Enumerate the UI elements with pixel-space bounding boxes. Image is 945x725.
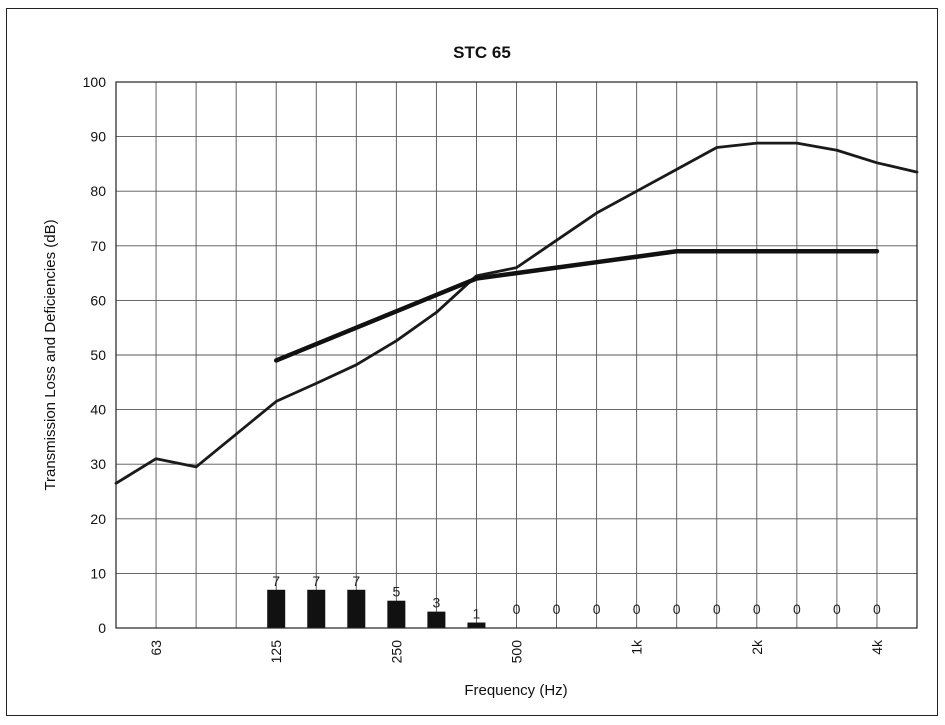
deficiency-label: 0 [673,601,681,617]
y-axis-label: Transmission Loss and Deficiencies (dB) [42,219,59,490]
plot-border [115,81,918,629]
deficiency-bar [267,589,286,628]
x-tick-labels: 63 125 250 500 1k 2k 4k [148,639,885,663]
y-tick-label: 90 [90,129,106,145]
y-tick-label: 10 [90,565,106,581]
stc-contour-line [273,249,880,363]
chart-frame [6,8,938,716]
y-tick-label: 0 [98,620,106,636]
x-tick-label: 2k [749,639,765,655]
x-tick-label: 63 [148,640,164,656]
deficiency-label: 0 [513,601,521,617]
deficiency-bar [427,611,446,628]
x-tick-label: 250 [388,640,404,664]
deficiency-label: 0 [713,601,721,617]
deficiency-label: 7 [352,573,360,589]
deficiency-label: 1 [473,606,481,622]
deficiency-label: 0 [553,601,561,617]
deficiency-label: 0 [793,601,801,617]
y-tick-label: 60 [90,292,106,308]
deficiency-label: 0 [633,601,641,617]
deficiency-bar [467,622,486,628]
y-tick-label: 40 [90,402,106,418]
x-tick-label: 125 [268,640,284,664]
deficiency-label: 3 [433,595,441,611]
series-lines [114,141,919,485]
y-tick-label: 50 [90,347,106,363]
deficiency-label: 5 [392,584,400,600]
x-tick-label: 1k [629,639,645,655]
deficiency-label: 7 [272,573,280,589]
deficiency-label: 7 [312,573,320,589]
x-tick-label: 4k [869,639,885,655]
deficiency-bar [387,600,406,628]
deficiency-label: 0 [753,601,761,617]
x-axis-label: Frequency (Hz) [464,682,567,699]
deficiency-label: 0 [593,601,601,617]
deficiency-label: 0 [873,601,881,617]
y-tick-labels: 0 10 20 30 40 50 60 70 80 90 100 [83,74,107,636]
deficiency-bar [307,589,326,628]
deficiency-bar [347,589,366,628]
deficiency-label: 0 [833,601,841,617]
y-tick-label: 100 [83,74,107,90]
y-tick-label: 30 [90,456,106,472]
deficiency-bars: 7 7 7 5 3 1 0 0 0 0 0 0 0 0 0 0 [267,573,881,628]
chart-title: STC 65 [453,43,511,62]
y-tick-label: 70 [90,238,106,254]
y-tick-label: 20 [90,511,106,527]
grid [115,81,918,629]
x-tick-label: 500 [509,640,525,664]
y-tick-label: 80 [90,183,106,199]
transmission-loss-line [114,141,919,485]
